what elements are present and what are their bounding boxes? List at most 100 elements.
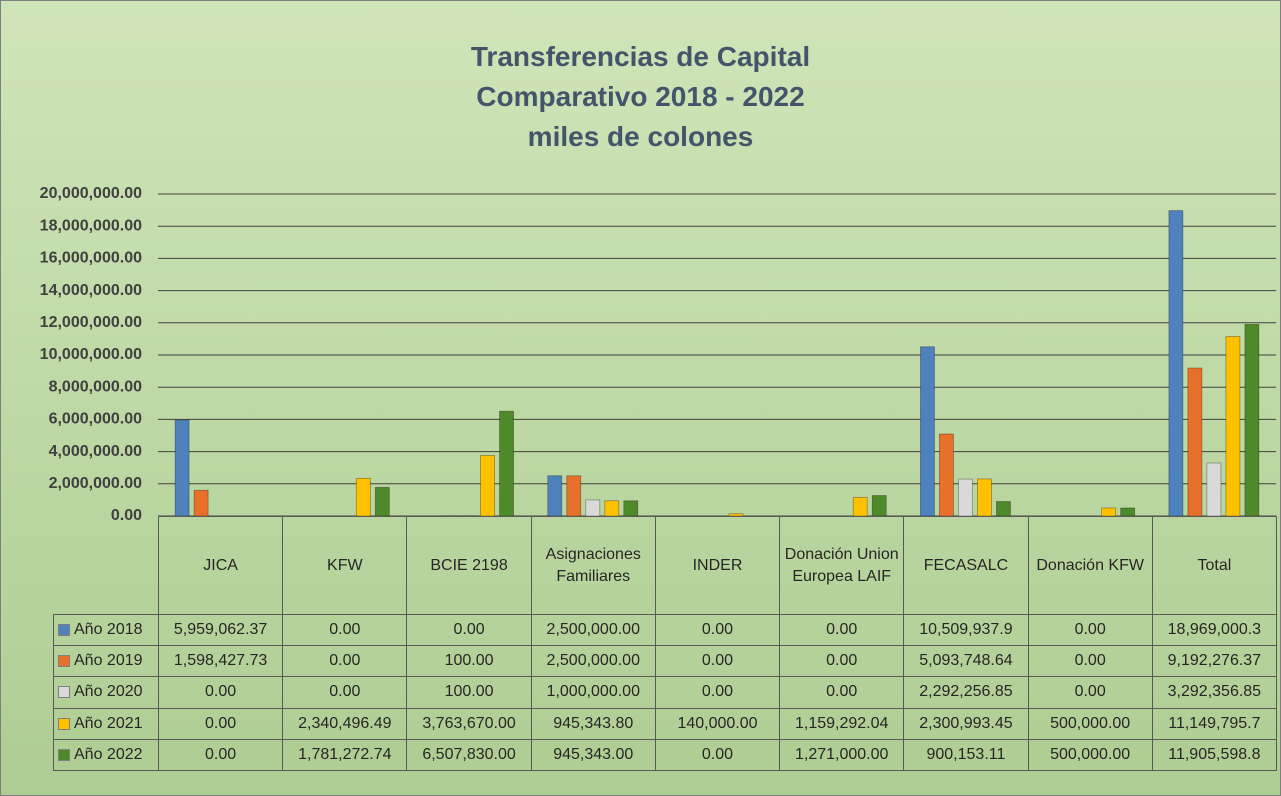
y-tick-label: 2,000,000.00	[49, 475, 143, 492]
y-tick-label: 18,000,000.00	[40, 217, 142, 234]
table-cell: 0.00	[1027, 645, 1153, 678]
legend-key	[58, 655, 70, 668]
table-cell: 10,509,937.9	[903, 614, 1029, 647]
table-cell: 0.00	[1027, 676, 1153, 709]
y-tick-label: 10,000,000.00	[40, 346, 142, 363]
table-cell: 2,300,993.45	[903, 707, 1029, 740]
table-cell: 18,969,000.3	[1151, 614, 1277, 647]
bar	[604, 500, 620, 517]
y-tick-label: 16,000,000.00	[40, 250, 142, 267]
table-cell: 945,343.00	[530, 738, 656, 771]
bar	[499, 410, 514, 517]
unit-label: miles de colones	[527, 121, 754, 152]
table-cell: 1,781,272.74	[282, 738, 408, 771]
table-row-label: Año 2022	[53, 738, 159, 771]
bar	[1120, 507, 1136, 517]
table-header-cell: Asignaciones Familiares	[530, 516, 656, 615]
bar	[871, 495, 887, 517]
table-header-cell: KFW	[282, 516, 408, 615]
table-cell: 900,153.11	[903, 738, 1029, 771]
table-header-cell: Total	[1151, 516, 1277, 615]
table-cell: 1,159,292.04	[779, 707, 905, 740]
table-cell: 140,000.00	[654, 707, 781, 740]
table-cell: 2,292,256.85	[903, 676, 1029, 709]
bar	[1206, 462, 1222, 517]
table-cell: 11,149,795.7	[1151, 707, 1277, 740]
legend-label: Año 2020	[74, 683, 143, 701]
table-cell: 9,192,276.37	[1151, 645, 1277, 678]
table-cell: 11,905,598.8	[1151, 738, 1277, 771]
table-cell: 0.00	[654, 676, 781, 709]
bar	[585, 499, 601, 517]
table-cell: 0.00	[282, 645, 408, 678]
bar	[174, 419, 190, 517]
legend-key	[58, 748, 70, 761]
table-cell: 0.00	[779, 614, 905, 647]
table-cell: 2,500,000.00	[530, 645, 656, 678]
legend-key	[58, 717, 70, 730]
bar	[1225, 336, 1241, 517]
table-cell: 0.00	[779, 676, 905, 709]
table-header-cell: Donación Union Europea LAIF	[779, 516, 905, 615]
y-tick-label: 4,000,000.00	[49, 443, 143, 460]
table-row-label: Año 2021	[53, 707, 159, 740]
table-cell: 0.00	[1027, 614, 1153, 647]
table-cell: 0.00	[779, 645, 905, 678]
table-cell: 0.00	[654, 738, 781, 771]
table-header-cell: FECASALC	[903, 516, 1029, 615]
bar	[623, 500, 639, 517]
legend-key	[58, 624, 70, 637]
table-row-label: Año 2019	[53, 645, 159, 678]
bar	[480, 455, 495, 517]
table-cell: 0.00	[406, 614, 532, 647]
table-header-cell: BCIE 2198	[406, 516, 532, 615]
table-cell: 0.00	[282, 614, 408, 647]
table-cell: 2,340,496.49	[282, 707, 408, 740]
table-cell: 100.00	[406, 645, 532, 678]
bar	[1168, 210, 1184, 517]
legend-label: Año 2022	[74, 745, 143, 763]
table-cell: 945,343.80	[530, 707, 656, 740]
table-header-cell: JICA	[158, 516, 284, 615]
bar	[547, 475, 563, 517]
y-tick-label: 12,000,000.00	[40, 314, 142, 331]
table-cell: 0.00	[158, 676, 284, 709]
legend-key	[58, 686, 70, 699]
bar	[852, 496, 868, 517]
table-cell: 0.00	[654, 614, 781, 647]
bar	[958, 478, 973, 517]
legend-label: Año 2018	[74, 621, 143, 639]
bar	[566, 475, 582, 517]
table-row-label: Año 2020	[53, 676, 159, 709]
table-cell: 0.00	[158, 707, 284, 740]
bar	[355, 477, 371, 517]
table-cell: 500,000.00	[1027, 707, 1153, 740]
bar	[977, 478, 992, 517]
table-header-cell: INDER	[654, 516, 781, 615]
table-cell: 0.00	[282, 676, 408, 709]
table-cell: 3,292,356.85	[1151, 676, 1277, 709]
table-cell: 1,271,000.00	[779, 738, 905, 771]
y-tick-label: 0.00	[111, 507, 142, 524]
table-cell: 5,959,062.37	[158, 614, 284, 647]
table-cell: 0.00	[158, 738, 284, 771]
legend-label: Año 2019	[74, 652, 143, 670]
chart-title: Transferencias de Capital	[470, 41, 811, 72]
table-cell: 5,093,748.64	[903, 645, 1029, 678]
y-tick-label: 6,000,000.00	[49, 411, 143, 428]
table-cell: 100.00	[406, 676, 532, 709]
bar	[920, 346, 935, 517]
table-cell: 1,000,000.00	[530, 676, 656, 709]
y-tick-label: 20,000,000.00	[40, 185, 142, 202]
bar	[1187, 367, 1203, 517]
bar	[1101, 507, 1117, 517]
legend-label: Año 2021	[74, 714, 143, 732]
table-cell: 6,507,830.00	[406, 738, 532, 771]
table-cell: 2,500,000.00	[530, 614, 656, 647]
y-tick-label: 14,000,000.00	[40, 282, 142, 299]
table-row-label: Año 2018	[53, 614, 159, 647]
bar	[996, 501, 1011, 517]
bar	[374, 486, 390, 517]
chart-subtitle: Comparativo 2018 - 2022	[476, 81, 805, 112]
